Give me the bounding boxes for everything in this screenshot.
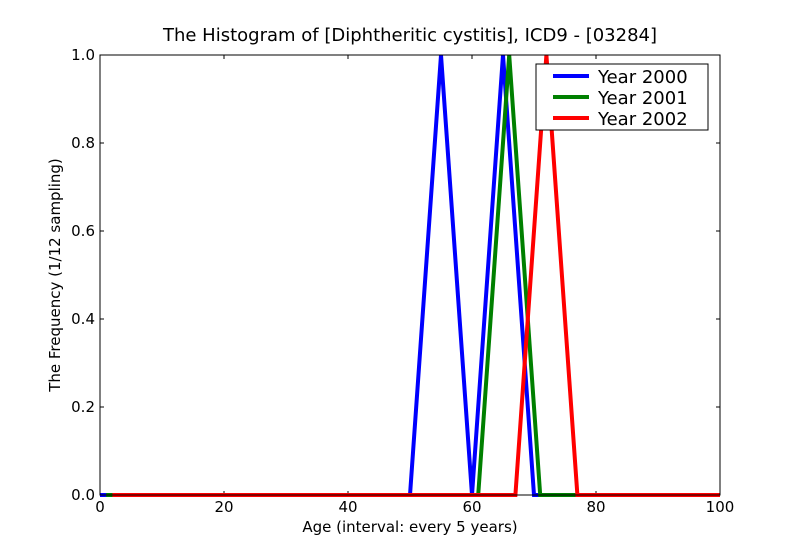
x-tick-label: 40: [338, 498, 357, 516]
y-tick-label: 0.2: [71, 398, 95, 416]
legend-label-2000: Year 2000: [597, 67, 688, 88]
x-tick-label: 20: [214, 498, 233, 516]
y-tick-label: 1.0: [71, 46, 95, 64]
chart-title: The Histogram of [Diphtheritic cystitis]…: [162, 25, 657, 46]
x-tick-label: 0: [95, 498, 105, 516]
legend-label-2001: Year 2001: [597, 88, 688, 109]
legend-label-2002: Year 2002: [597, 109, 688, 130]
x-tick-label: 80: [586, 498, 605, 516]
y-tick-label: 0.0: [71, 486, 95, 504]
y-axis-label: The Frequency (1/12 sampling): [46, 158, 64, 393]
y-tick-label: 0.8: [71, 134, 95, 152]
y-tick-label: 0.4: [71, 310, 95, 328]
y-tick-label: 0.6: [71, 222, 95, 240]
x-tick-label: 60: [462, 498, 481, 516]
legend: Year 2000 Year 2001 Year 2002: [535, 63, 709, 131]
plot-frame: [99, 54, 721, 496]
x-axis-label: Age (interval: every 5 years): [302, 518, 517, 536]
x-tick-label: 100: [706, 498, 735, 516]
